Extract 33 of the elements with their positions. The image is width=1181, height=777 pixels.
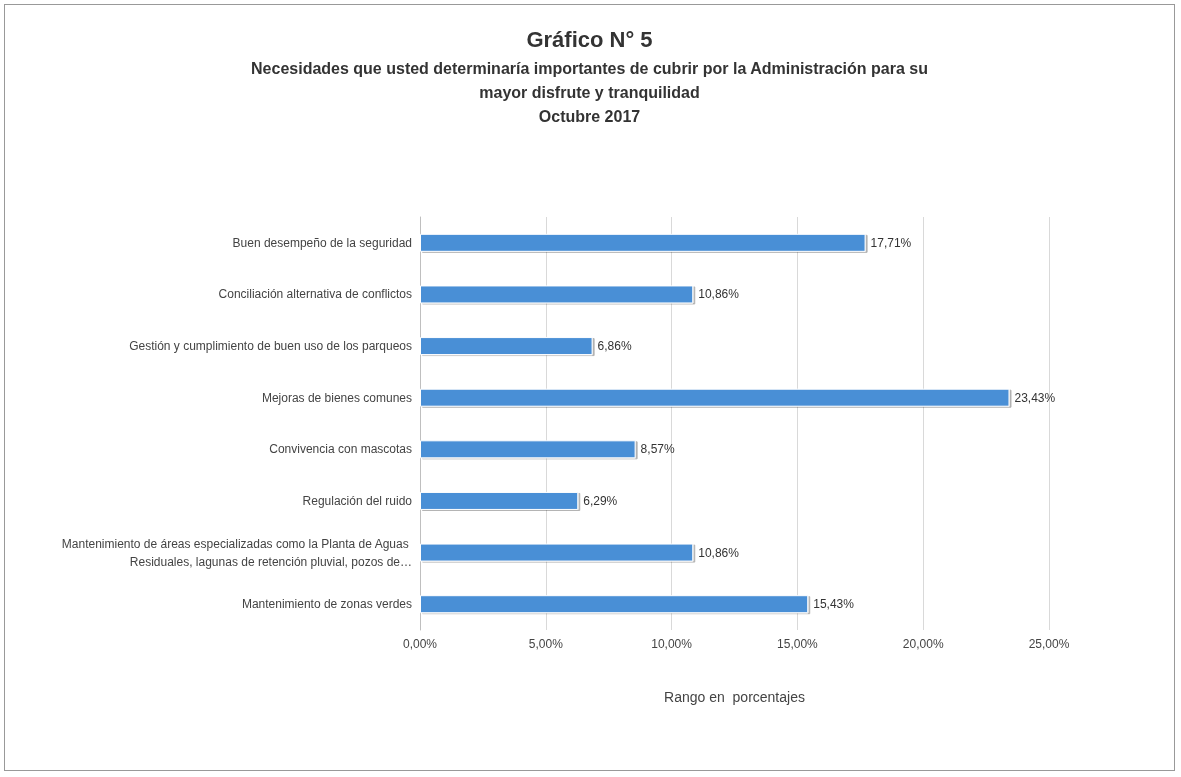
y-tick-label: Buen desempeño de la seguridad [232,235,412,250]
data-label: 15,43% [813,597,855,612]
bar [420,543,694,562]
chart-title: Gráfico N° 5 [526,26,653,52]
y-tick-label: Convivencia con mascotas [269,442,412,457]
data-label: 10,86% [698,545,740,560]
x-tick-label: 10,00% [651,637,693,651]
y-tick-label: Conciliación alternativa de conflictos [218,287,412,302]
bar [420,233,866,252]
bar [420,388,1010,407]
y-tick-label: Mejoras de bienes comunes [261,390,412,405]
data-label: 8,57% [640,442,675,457]
y-tick-label: Gestión y cumplimiento de buen uso de los parqueos [129,339,412,354]
y-tick-label: Mantenimiento de zonas verdes [241,597,412,612]
y-tick-label: Regulación del ruido [302,493,413,508]
bar [420,337,593,356]
x-tick-label: 0,00% [402,637,438,651]
data-label: 6,86% [597,339,632,354]
x-axis-title: Rango en porcentajes [664,689,805,705]
bar [420,285,694,304]
x-tick-label: 5,00% [528,637,564,651]
data-label: 6,29% [583,493,618,508]
chart-subtitle: Necesidades que usted determinaría importantes de cubrir por la Administración para su mayor disfrute y tranquilidad Octubre 2017 [251,59,928,125]
bar [420,440,636,459]
data-label: 17,71% [870,235,912,250]
y-tick-label: Mantenimiento de áreas especializadas como la Planta de Aguas Residuales, lagunas de retención pluvial, pozos de… [61,536,412,569]
bar [420,491,579,510]
data-label: 23,43% [1014,390,1056,405]
x-tick-label: 20,00% [902,637,944,651]
x-tick-label: 25,00% [1028,637,1070,651]
bar [420,595,809,614]
x-tick-label: 15,00% [777,637,819,651]
data-label: 10,86% [698,287,740,302]
